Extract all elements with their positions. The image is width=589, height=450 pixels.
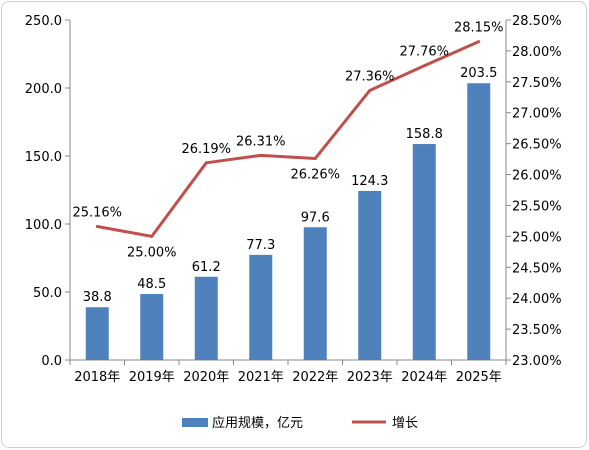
x-tick-label: 2025年 bbox=[456, 370, 502, 385]
x-tick-label: 2024年 bbox=[401, 370, 447, 385]
line-value-label: 26.31% bbox=[236, 134, 286, 149]
y-right-tick-label: 28.00% bbox=[512, 45, 562, 60]
bar-value-label: 203.5 bbox=[460, 66, 497, 81]
line-point bbox=[95, 224, 99, 228]
y-right-tick-label: 23.00% bbox=[512, 354, 562, 369]
line-value-label: 25.00% bbox=[127, 245, 177, 260]
legend-label-bar: 应用规模，亿元 bbox=[212, 415, 303, 431]
line-value-label: 26.26% bbox=[290, 167, 340, 182]
y-right-tick-label: 26.50% bbox=[512, 138, 562, 153]
bar-series bbox=[85, 83, 491, 361]
line-point bbox=[259, 153, 263, 157]
line-point bbox=[368, 88, 372, 92]
line-value-label: 28.15% bbox=[454, 21, 504, 36]
y-left-tick-label: 200.0 bbox=[25, 82, 62, 97]
bar-value-label: 61.2 bbox=[192, 260, 221, 275]
bar bbox=[85, 307, 109, 360]
x-tick-label: 2019年 bbox=[129, 370, 175, 385]
bar bbox=[303, 227, 327, 360]
line-point bbox=[313, 156, 317, 160]
x-tick-label: 2018年 bbox=[74, 370, 120, 385]
y-right-tick-label: 25.00% bbox=[512, 230, 562, 245]
y-left-tick-label: 50.0 bbox=[33, 286, 62, 301]
bar bbox=[412, 144, 436, 360]
bar-value-label: 97.6 bbox=[301, 210, 330, 225]
bar bbox=[140, 294, 164, 360]
y-left-tick-label: 250.0 bbox=[25, 14, 62, 29]
bar-value-label: 124.3 bbox=[351, 174, 388, 189]
x-tick-label: 2023年 bbox=[347, 370, 393, 385]
bar bbox=[194, 276, 218, 360]
y-left-tick-label: 150.0 bbox=[25, 150, 62, 165]
y-right-tick-label: 24.50% bbox=[512, 261, 562, 276]
y-right-tick-label: 25.50% bbox=[512, 199, 562, 214]
y-right-tick-label: 23.50% bbox=[512, 323, 562, 338]
bar-value-label: 158.8 bbox=[406, 127, 443, 142]
y-right-tick-label: 27.50% bbox=[512, 76, 562, 91]
y-right-tick-label: 27.00% bbox=[512, 107, 562, 122]
line-point bbox=[150, 234, 154, 238]
line-point bbox=[422, 64, 426, 68]
line-value-label: 26.19% bbox=[181, 142, 231, 157]
line-point bbox=[477, 40, 481, 44]
y-left-tick-label: 100.0 bbox=[25, 218, 62, 233]
bar bbox=[358, 190, 382, 360]
legend: 应用规模，亿元 增长 bbox=[182, 415, 418, 431]
line-point bbox=[204, 161, 208, 165]
axes: 0.0 50.0 100.0 150.0 200.0 250.0 23.00% 23.50% 2… bbox=[25, 14, 562, 385]
bar-value-label: 77.3 bbox=[246, 238, 275, 253]
bar bbox=[249, 254, 273, 360]
y-right-tick-label: 24.00% bbox=[512, 292, 562, 307]
legend-swatch-bar bbox=[182, 418, 208, 427]
y-left-tick-label: 0.0 bbox=[41, 354, 62, 369]
line-value-label: 27.76% bbox=[399, 45, 449, 60]
x-tick-label: 2020年 bbox=[183, 370, 229, 385]
bar-value-label: 48.5 bbox=[137, 277, 166, 292]
line-value-label: 25.16% bbox=[72, 205, 122, 220]
y-right-tick-label: 26.00% bbox=[512, 169, 562, 184]
x-tick-label: 2021年 bbox=[238, 370, 284, 385]
x-tick-label: 2022年 bbox=[292, 370, 338, 385]
legend-label-line: 增长 bbox=[392, 416, 418, 431]
bar bbox=[467, 83, 491, 361]
bar-value-label: 38.8 bbox=[83, 290, 112, 305]
data-labels: 38.8 48.5 61.2 77.3 97.6 124.3 158.8 203.5 25.16… bbox=[72, 21, 503, 306]
y-right-tick-label: 28.50% bbox=[512, 14, 562, 29]
line-series bbox=[95, 40, 481, 238]
growth-line bbox=[96, 40, 480, 238]
line-value-label: 27.36% bbox=[345, 69, 395, 84]
